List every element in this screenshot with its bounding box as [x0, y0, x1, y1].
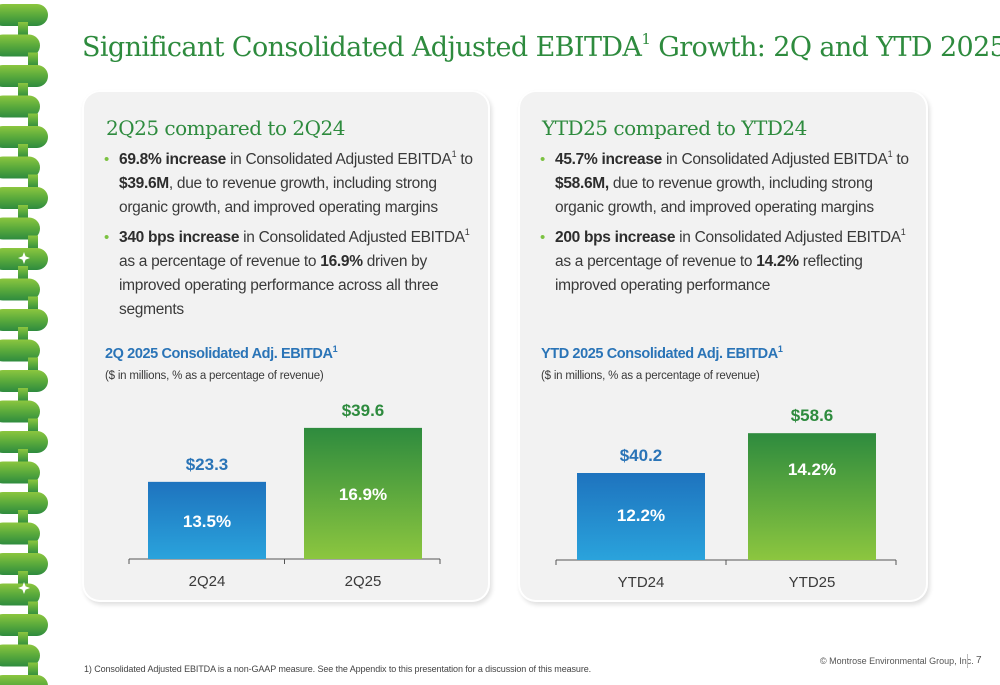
percent-label: 12.2%: [617, 506, 665, 525]
bullet-item: 340 bps increase in Consolidated Adjuste…: [104, 226, 480, 322]
footnote: 1) Consolidated Adjusted EBITDA is a non…: [84, 664, 592, 674]
value-label: $39.6: [342, 401, 385, 420]
chart-subtitle: ($ in millions, % as a percentage of rev…: [541, 370, 760, 382]
percent-label: 14.2%: [788, 460, 836, 479]
value-label: $40.2: [620, 446, 663, 465]
bar-ytd24: [577, 473, 705, 560]
chart-title: YTD 2025 Consolidated Adj. EBITDA1: [541, 344, 783, 363]
category-label: YTD24: [618, 574, 665, 591]
value-label: $58.6: [791, 406, 834, 425]
bullet-list: 69.8% increase in Consolidated Adjusted …: [104, 148, 480, 328]
panel-ytd-comparison: YTD25 compared to YTD24 45.7% increase i…: [518, 90, 928, 602]
category-label: YTD25: [789, 574, 836, 591]
category-label: 2Q25: [345, 573, 382, 590]
slide-title: Significant Consolidated Adjusted EBITDA…: [82, 30, 1000, 64]
chart-title: 2Q 2025 Consolidated Adj. EBITDA1: [105, 344, 338, 363]
value-label: $23.3: [186, 455, 229, 474]
bar-2q24: [148, 481, 266, 559]
decorative-leaf-stripe: [0, 4, 48, 685]
bullet-item: 200 bps increase in Consolidated Adjuste…: [540, 226, 916, 298]
bar-chart-2q: $23.3 13.5% 2Q24 $39.6 16.9% 2Q25: [128, 401, 441, 590]
copyright: © Montrose Environmental Group, Inc.: [820, 656, 974, 666]
bar-ytd25: [748, 433, 876, 560]
bullet-item: 45.7% increase in Consolidated Adjusted …: [540, 148, 916, 220]
page-number: 7: [967, 654, 982, 668]
bar-chart-ytd: $40.2 12.2% YTD24 $58.6 14.2% YTD25: [555, 406, 897, 591]
category-label: 2Q24: [189, 573, 226, 590]
bullet-item: 69.8% increase in Consolidated Adjusted …: [104, 148, 480, 220]
bar-2q25: [304, 427, 422, 559]
bullet-list: 45.7% increase in Consolidated Adjusted …: [540, 148, 916, 304]
panel-heading: 2Q25 compared to 2Q24: [106, 116, 345, 140]
panel-heading: YTD25 compared to YTD24: [542, 116, 807, 140]
chart-subtitle: ($ in millions, % as a percentage of rev…: [105, 370, 324, 382]
percent-label: 16.9%: [339, 485, 387, 504]
percent-label: 13.5%: [183, 512, 231, 531]
panel-2q-comparison: 2Q25 compared to 2Q24 69.8% increase in …: [82, 90, 490, 602]
